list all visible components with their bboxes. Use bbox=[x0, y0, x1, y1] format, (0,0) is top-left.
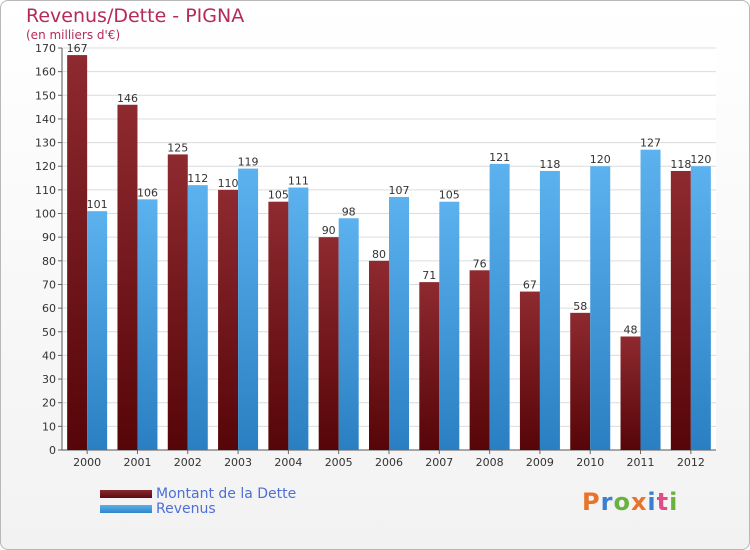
x-tick-label: 2004 bbox=[274, 456, 302, 469]
bar-revenus bbox=[539, 170, 560, 450]
y-tick-label: 70 bbox=[42, 278, 56, 291]
x-tick-label: 2000 bbox=[73, 456, 101, 469]
bar-dette bbox=[419, 282, 440, 450]
data-label: 101 bbox=[87, 198, 108, 211]
data-label: 67 bbox=[523, 279, 537, 292]
data-label: 71 bbox=[422, 269, 436, 282]
data-label: 119 bbox=[238, 156, 259, 169]
bar-dette bbox=[268, 201, 289, 450]
proxiti-logo: Proxiti bbox=[582, 488, 679, 516]
bar-dette bbox=[67, 55, 88, 450]
chart-subtitle: (en milliers d'€) bbox=[26, 28, 121, 42]
bar-revenus bbox=[187, 185, 208, 450]
data-label: 125 bbox=[167, 141, 188, 154]
y-tick-label: 30 bbox=[42, 373, 56, 386]
y-tick-label: 20 bbox=[42, 397, 56, 410]
legend-swatch-revenus bbox=[100, 505, 152, 513]
y-tick-label: 10 bbox=[42, 420, 56, 433]
legend-item-revenus: Revenus bbox=[100, 501, 216, 517]
data-label: 106 bbox=[137, 186, 158, 199]
bar-revenus bbox=[590, 166, 611, 450]
data-label: 105 bbox=[439, 189, 460, 202]
data-label: 121 bbox=[489, 151, 510, 164]
data-label: 76 bbox=[473, 257, 487, 270]
y-tick-label: 130 bbox=[35, 137, 56, 150]
legend-label-dette: Montant de la Dette bbox=[156, 486, 297, 502]
x-tick-label: 2005 bbox=[325, 456, 353, 469]
data-label: 48 bbox=[624, 323, 638, 336]
bar-dette bbox=[469, 270, 490, 450]
bar-revenus bbox=[238, 168, 259, 450]
bar-revenus bbox=[87, 211, 108, 450]
y-tick-label: 160 bbox=[35, 66, 56, 79]
bar-dette bbox=[670, 170, 691, 450]
bar-dette bbox=[570, 312, 591, 450]
y-tick-label: 100 bbox=[35, 208, 56, 221]
bar-dette bbox=[369, 260, 389, 450]
bar-dette bbox=[167, 154, 188, 451]
x-tick-label: 2007 bbox=[425, 456, 453, 469]
y-tick-label: 110 bbox=[35, 184, 56, 197]
bar-dette bbox=[318, 237, 339, 450]
data-label: 120 bbox=[590, 153, 611, 166]
bar-dette bbox=[620, 336, 641, 450]
data-label: 90 bbox=[322, 224, 336, 237]
bar-revenus bbox=[690, 166, 711, 450]
x-tick-label: 2012 bbox=[677, 456, 705, 469]
y-tick-label: 0 bbox=[49, 444, 56, 457]
bar-revenus bbox=[137, 199, 158, 450]
bar-dette bbox=[117, 104, 138, 451]
y-tick-label: 80 bbox=[42, 255, 56, 268]
x-tick-label: 2009 bbox=[526, 456, 554, 469]
data-label: 127 bbox=[640, 137, 661, 150]
legend-swatch-dette bbox=[100, 490, 152, 498]
x-tick-label: 2001 bbox=[123, 456, 151, 469]
data-label: 146 bbox=[117, 92, 138, 105]
data-label: 110 bbox=[218, 177, 239, 190]
x-tick-label: 2002 bbox=[174, 456, 202, 469]
data-label: 111 bbox=[288, 175, 309, 188]
y-tick-label: 90 bbox=[42, 231, 56, 244]
bar-revenus bbox=[489, 163, 510, 450]
y-tick-label: 50 bbox=[42, 326, 56, 339]
y-tick-label: 40 bbox=[42, 349, 56, 362]
data-label: 80 bbox=[372, 248, 386, 261]
chart-title: Revenus/Dette - PIGNA bbox=[26, 5, 245, 27]
y-tick-label: 120 bbox=[35, 160, 56, 173]
x-tick-label: 2008 bbox=[476, 456, 504, 469]
legend-label-revenus: Revenus bbox=[156, 501, 216, 517]
data-label: 58 bbox=[573, 300, 587, 313]
data-label: 112 bbox=[187, 172, 208, 185]
bar-revenus bbox=[439, 201, 460, 450]
legend-item-dette: Montant de la Dette bbox=[100, 486, 297, 502]
bar-revenus bbox=[288, 187, 309, 451]
y-tick-label: 150 bbox=[35, 89, 56, 102]
bar-dette bbox=[218, 189, 239, 450]
bar-dette bbox=[519, 291, 540, 450]
bar-revenus bbox=[640, 149, 661, 450]
data-label: 98 bbox=[342, 205, 356, 218]
x-tick-label: 2006 bbox=[375, 456, 403, 469]
y-tick-label: 140 bbox=[35, 113, 56, 126]
data-label: 120 bbox=[690, 153, 711, 166]
data-label: 118 bbox=[539, 158, 560, 171]
data-label: 105 bbox=[268, 189, 289, 202]
x-tick-label: 2011 bbox=[627, 456, 655, 469]
y-tick-label: 60 bbox=[42, 302, 56, 315]
bar-revenus bbox=[338, 218, 359, 450]
x-tick-label: 2003 bbox=[224, 456, 252, 469]
x-tick-label: 2010 bbox=[576, 456, 604, 469]
data-label: 167 bbox=[67, 42, 88, 55]
data-label: 118 bbox=[670, 158, 691, 171]
bar-revenus bbox=[389, 196, 409, 450]
data-label: 107 bbox=[389, 184, 410, 197]
y-tick-label: 170 bbox=[35, 42, 56, 55]
